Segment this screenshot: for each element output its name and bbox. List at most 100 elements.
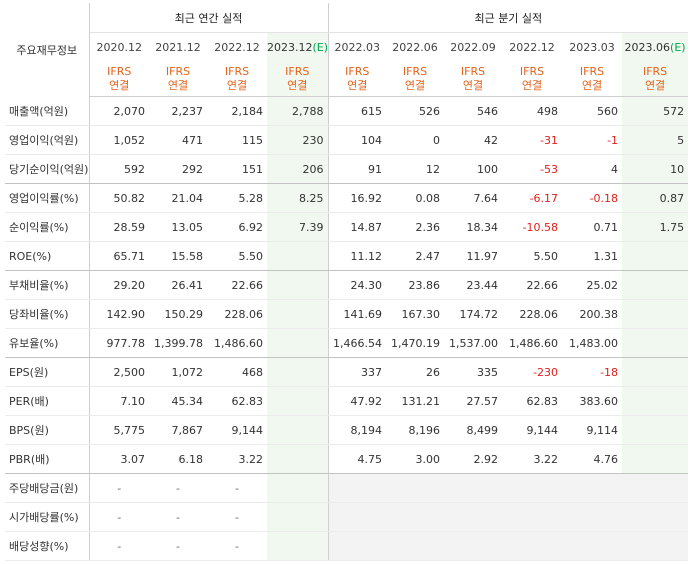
table-row: 순이익률(%) 28.59 13.05 6.92 7.39 14.87 2.36 18.34-…: [5, 212, 689, 242]
quarter-value: 4: [562, 154, 623, 184]
table-row: 부채비율(%) 29.20 26.41 22.66 24.30 23.86 23.44 22.…: [5, 270, 689, 300]
period-header-row: 2020.12 2021.12 2022.12 2023.12(E) 2022.…: [5, 32, 689, 61]
quarter-value: -1: [562, 125, 623, 155]
annual-value: 1,072: [149, 357, 207, 387]
quarter-value: 141.69: [328, 299, 387, 329]
table-row: 매출액(억원) 2,070 2,237 2,184 2,788 615 526 546 498 5…: [5, 96, 689, 126]
quarter-value: [622, 328, 689, 358]
annual-value: 29.20: [89, 270, 149, 300]
annual-value: 62.83: [207, 386, 267, 416]
annual-value: [267, 299, 329, 329]
annual-value: 468: [207, 357, 267, 387]
table-row: EPS(원) 2,500 1,072 468 337 26 335 -230 -18: [5, 357, 689, 387]
annual-value: 1,486.60: [207, 328, 267, 358]
quarter-value: 25.02: [562, 270, 623, 300]
annual-value: [267, 357, 329, 387]
quarter-value: -6.17: [502, 183, 563, 213]
period-header: 2022.12: [509, 40, 555, 54]
annual-value: 142.90: [89, 299, 149, 329]
table-row: 당좌비율(%) 142.90 150.29 228.06 141.69 167.30 174…: [5, 299, 689, 329]
table-row: 영업이익(억원) 1,052 471 115 230 104 0 42 -31 -1 5: [5, 125, 689, 155]
period-header: 2022.12: [214, 40, 260, 54]
ifrs-label: IFRS 연결: [622, 61, 689, 97]
quarter-value: 91: [328, 154, 387, 184]
ifrs-label: IFRS 연결: [328, 61, 387, 97]
annual-value: [267, 241, 329, 271]
annual-value: -: [89, 473, 149, 503]
quarter-value: [622, 531, 689, 561]
annual-value: 1,399.78: [149, 328, 207, 358]
annual-value: 8.25: [267, 183, 329, 213]
annual-value: 592: [89, 154, 149, 184]
quarter-value: 560: [562, 96, 623, 126]
period-header: 2022.09: [450, 40, 496, 54]
annual-value: 45.34: [149, 386, 207, 416]
quarter-value: [386, 473, 445, 503]
period-header: 2020.12: [96, 40, 143, 54]
quarter-value: [622, 444, 689, 474]
quarter-value: 0.08: [386, 183, 445, 213]
annual-value: 13.05: [149, 212, 207, 242]
quarter-value: 42: [444, 125, 503, 155]
quarter-value: 22.66: [502, 270, 563, 300]
quarter-value: 1,483.00: [562, 328, 623, 358]
annual-value: -: [207, 502, 267, 532]
annual-value: 1,052: [89, 125, 149, 155]
quarter-value: [622, 241, 689, 271]
annual-value: 15.58: [149, 241, 207, 271]
annual-value: -: [149, 531, 207, 561]
annual-value: 22.66: [207, 270, 267, 300]
quarter-results-title: 최근 분기 실적: [328, 3, 689, 33]
annual-value: [267, 531, 329, 561]
quarter-value: [328, 473, 387, 503]
quarter-value: [622, 357, 689, 387]
quarter-value: 526: [386, 96, 445, 126]
quarter-value: 4.75: [328, 444, 387, 474]
quarter-value: 62.83: [502, 386, 563, 416]
period-header: 2023.03: [569, 40, 615, 54]
table-row: ROE(%) 65.71 15.58 5.50 11.12 2.47 11.97 5.50 1.…: [5, 241, 689, 271]
annual-value: 2,184: [207, 96, 267, 126]
quarter-value: 104: [328, 125, 387, 155]
annual-value: 6.18: [149, 444, 207, 474]
quarter-value: 337: [328, 357, 387, 387]
period-header-estimate: 2023.06(E): [622, 32, 689, 61]
quarter-value: [444, 531, 503, 561]
annual-value: 7.39: [267, 212, 329, 242]
quarter-value: -18: [562, 357, 623, 387]
quarter-value: [562, 531, 623, 561]
row-label: 순이익률(%): [5, 212, 90, 242]
row-label: PBR(배): [5, 444, 90, 474]
annual-value: 471: [149, 125, 207, 155]
annual-value: 50.82: [89, 183, 149, 213]
annual-value: 28.59: [89, 212, 149, 242]
annual-value: [267, 473, 329, 503]
row-label: 매출액(억원): [5, 96, 90, 126]
quarter-value: 5: [622, 125, 689, 155]
quarter-value: 167.30: [386, 299, 445, 329]
table-row: 당기순이익(억원) 592 292 151 206 91 12 100 -53 4 10: [5, 154, 689, 184]
quarter-value: 18.34: [444, 212, 503, 242]
annual-value: 2,500: [89, 357, 149, 387]
quarter-value: [562, 473, 623, 503]
quarter-value: [562, 502, 623, 532]
row-label: PER(배): [5, 386, 90, 416]
annual-value: 3.22: [207, 444, 267, 474]
quarter-value: -53: [502, 154, 563, 184]
annual-value: 5.28: [207, 183, 267, 213]
table-row: BPS(원) 5,775 7,867 9,144 8,194 8,196 8,499 9,14…: [5, 415, 689, 445]
quarter-value: 10: [622, 154, 689, 184]
row-label: 부채비율(%): [5, 270, 90, 300]
quarter-value: [328, 502, 387, 532]
ifrs-label: IFRS 연결: [444, 61, 503, 97]
ifrs-label: IFRS 연결: [207, 61, 267, 97]
annual-value: 2,070: [89, 96, 149, 126]
quarter-value: 1.75: [622, 212, 689, 242]
quarter-value: -0.18: [562, 183, 623, 213]
quarter-value: 498: [502, 96, 563, 126]
annual-value: -: [89, 502, 149, 532]
financial-rows: 매출액(억원) 2,070 2,237 2,184 2,788 615 526 546 498 5…: [5, 96, 689, 561]
quarter-value: 11.12: [328, 241, 387, 271]
quarter-value: [502, 502, 563, 532]
annual-value: [267, 415, 329, 445]
